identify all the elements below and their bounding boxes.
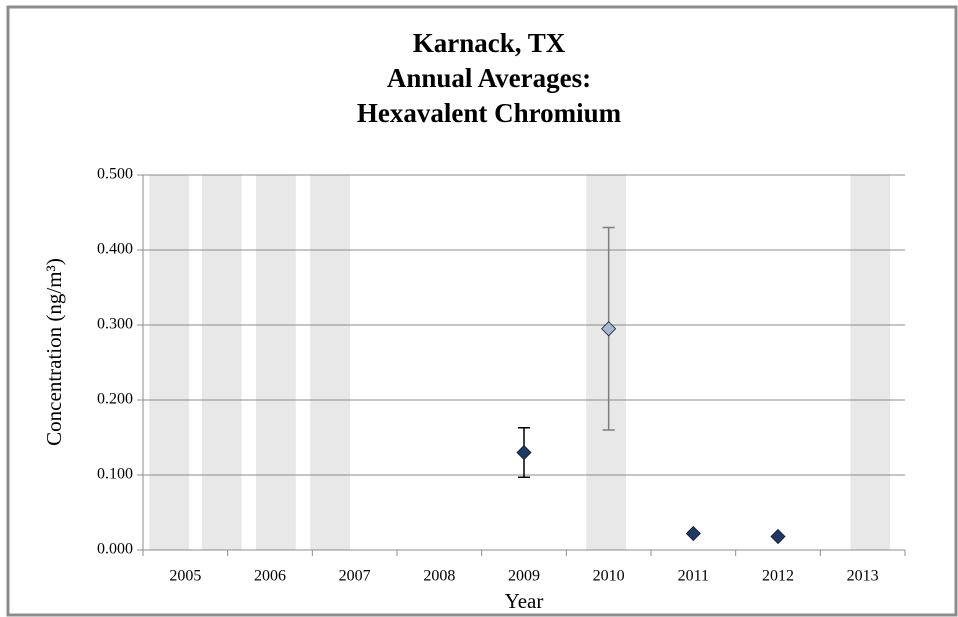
shading-band <box>201 175 242 550</box>
x-axis-title: Year <box>505 589 544 613</box>
x-tick-label: 2007 <box>339 568 371 585</box>
chart-title: Hexavalent Chromium <box>357 98 622 128</box>
chart-title: Karnack, TX <box>413 28 566 58</box>
chart-title: Annual Averages: <box>387 63 591 93</box>
x-tick-label: 2006 <box>254 568 286 585</box>
marker <box>770 528 786 545</box>
shading-band <box>850 175 891 550</box>
marker <box>601 321 617 337</box>
marker <box>685 525 701 542</box>
x-tick-label: 2005 <box>169 568 201 585</box>
y-tick-label: 0.300 <box>97 316 133 333</box>
x-tick-label: 2013 <box>847 568 879 585</box>
x-tick-label: 2010 <box>593 568 625 585</box>
x-tick-label: 2011 <box>678 568 709 585</box>
y-tick-label: 0.200 <box>97 391 133 408</box>
x-tick-label: 2009 <box>508 568 540 585</box>
marker <box>516 444 532 461</box>
shading-band <box>310 175 351 550</box>
shading-band <box>149 175 190 550</box>
y-tick-label: 0.100 <box>97 466 133 483</box>
y-axis-title: Concentration (ng/m³) <box>42 258 66 446</box>
x-tick-label: 2008 <box>423 568 455 585</box>
frame <box>6 5 958 617</box>
y-tick-label: 0.500 <box>97 166 133 183</box>
y-tick-label: 0.000 <box>97 541 133 558</box>
x-tick-label: 2012 <box>762 568 794 585</box>
shading-band <box>586 175 627 550</box>
y-tick-label: 0.400 <box>97 241 133 258</box>
shading-band <box>256 175 296 550</box>
